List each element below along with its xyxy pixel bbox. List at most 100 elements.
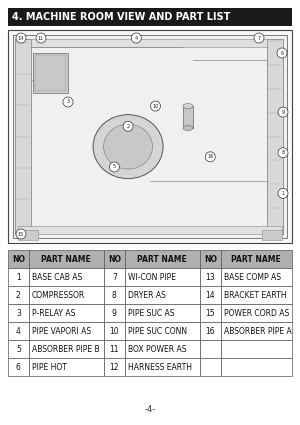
Text: PIPE HOT: PIPE HOT bbox=[32, 363, 67, 371]
Bar bbox=[104, 304, 125, 322]
Bar bbox=[15, 39, 31, 234]
Text: 13: 13 bbox=[206, 272, 215, 281]
Bar bbox=[29, 322, 104, 340]
Text: WI-CON PIPE: WI-CON PIPE bbox=[128, 272, 176, 281]
Text: 14: 14 bbox=[18, 36, 24, 40]
Bar bbox=[221, 250, 292, 268]
Bar bbox=[18, 226, 282, 234]
Bar bbox=[104, 250, 125, 268]
Bar bbox=[29, 340, 104, 358]
Text: 2: 2 bbox=[127, 124, 130, 129]
Circle shape bbox=[110, 162, 119, 172]
Text: 1: 1 bbox=[281, 191, 285, 196]
Text: NO: NO bbox=[204, 255, 217, 264]
Bar bbox=[29, 250, 104, 268]
Circle shape bbox=[16, 229, 26, 239]
Text: 3: 3 bbox=[66, 99, 70, 105]
Bar bbox=[125, 250, 200, 268]
Bar bbox=[8, 286, 29, 304]
Circle shape bbox=[278, 148, 288, 158]
Bar bbox=[8, 250, 29, 268]
Bar bbox=[262, 230, 282, 240]
Bar bbox=[221, 286, 292, 304]
Text: 14: 14 bbox=[206, 291, 215, 300]
Bar bbox=[200, 286, 221, 304]
Text: 7: 7 bbox=[112, 272, 117, 281]
Text: COMPRESSOR: COMPRESSOR bbox=[32, 291, 85, 300]
Bar bbox=[200, 358, 221, 376]
Text: HARNESS EARTH: HARNESS EARTH bbox=[128, 363, 192, 371]
Bar bbox=[8, 268, 29, 286]
Bar bbox=[125, 268, 200, 286]
Text: 16: 16 bbox=[206, 326, 215, 335]
Bar bbox=[29, 286, 104, 304]
Text: 3: 3 bbox=[16, 309, 21, 317]
Circle shape bbox=[63, 97, 73, 107]
Text: PART NAME: PART NAME bbox=[232, 255, 281, 264]
Text: 5: 5 bbox=[16, 345, 21, 354]
Bar bbox=[18, 230, 38, 240]
Text: 5: 5 bbox=[113, 164, 116, 170]
Ellipse shape bbox=[93, 115, 163, 178]
Circle shape bbox=[151, 101, 160, 111]
Bar bbox=[29, 304, 104, 322]
Circle shape bbox=[277, 48, 287, 58]
Bar bbox=[200, 268, 221, 286]
Text: PART NAME: PART NAME bbox=[41, 255, 91, 264]
Text: NO: NO bbox=[12, 255, 25, 264]
Text: DRYER AS: DRYER AS bbox=[128, 291, 166, 300]
Text: 6: 6 bbox=[16, 363, 21, 371]
Text: NO: NO bbox=[108, 255, 121, 264]
Text: PART NAME: PART NAME bbox=[137, 255, 187, 264]
Bar bbox=[31, 39, 267, 47]
Ellipse shape bbox=[103, 124, 153, 169]
Text: POWER CORD AS: POWER CORD AS bbox=[224, 309, 289, 317]
Text: 9: 9 bbox=[112, 309, 117, 317]
Circle shape bbox=[205, 152, 215, 162]
Bar bbox=[200, 304, 221, 322]
Bar bbox=[221, 268, 292, 286]
Text: PIPE SUC AS: PIPE SUC AS bbox=[128, 309, 174, 317]
Text: 11: 11 bbox=[38, 36, 44, 40]
Circle shape bbox=[131, 33, 141, 43]
Text: -4-: -4- bbox=[144, 405, 156, 414]
Bar bbox=[125, 322, 200, 340]
Text: P-RELAY AS: P-RELAY AS bbox=[32, 309, 75, 317]
Bar bbox=[8, 358, 29, 376]
Text: 15: 15 bbox=[206, 309, 215, 317]
Text: PIPE SUC CONN: PIPE SUC CONN bbox=[128, 326, 187, 335]
Text: 1: 1 bbox=[16, 272, 21, 281]
Bar bbox=[200, 250, 221, 268]
Text: ABSORBER PIPE B: ABSORBER PIPE B bbox=[32, 345, 99, 354]
Circle shape bbox=[16, 33, 26, 43]
Circle shape bbox=[123, 122, 133, 131]
Bar bbox=[104, 286, 125, 304]
Bar bbox=[29, 268, 104, 286]
Text: 8: 8 bbox=[112, 291, 117, 300]
Text: 16: 16 bbox=[207, 154, 213, 159]
Bar bbox=[8, 30, 292, 243]
Bar bbox=[221, 322, 292, 340]
Text: 10: 10 bbox=[152, 104, 159, 108]
Bar bbox=[8, 322, 29, 340]
Bar bbox=[200, 340, 221, 358]
Bar bbox=[104, 340, 125, 358]
Bar bbox=[104, 322, 125, 340]
Text: 4: 4 bbox=[16, 326, 21, 335]
Text: 15: 15 bbox=[18, 232, 24, 236]
Bar bbox=[267, 39, 283, 234]
Bar bbox=[125, 340, 200, 358]
Bar bbox=[8, 340, 29, 358]
Text: 10: 10 bbox=[110, 326, 119, 335]
Text: 12: 12 bbox=[110, 363, 119, 371]
Bar bbox=[13, 35, 287, 238]
Bar bbox=[125, 358, 200, 376]
Circle shape bbox=[36, 33, 46, 43]
Circle shape bbox=[278, 107, 288, 117]
Text: 2: 2 bbox=[16, 291, 21, 300]
Bar bbox=[8, 8, 292, 26]
Text: BASE COMP AS: BASE COMP AS bbox=[224, 272, 281, 281]
Circle shape bbox=[254, 33, 264, 43]
Bar bbox=[221, 304, 292, 322]
Bar bbox=[200, 322, 221, 340]
